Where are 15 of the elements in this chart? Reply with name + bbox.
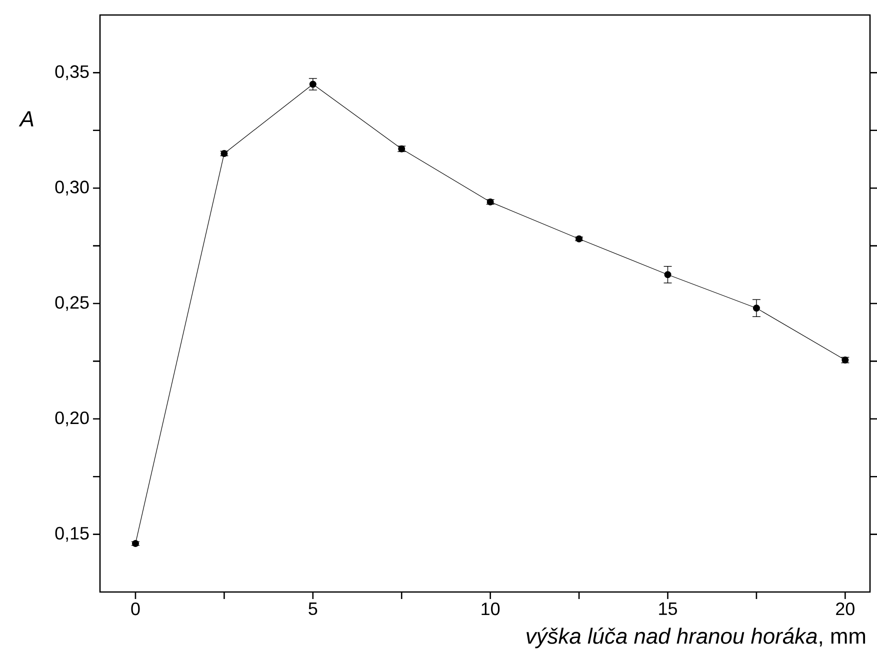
x-tick-label: 5 <box>308 602 318 616</box>
point <box>309 80 316 88</box>
point <box>664 271 672 278</box>
x-axis-title: výška lúča nad hranou horáka, mm <box>526 628 866 648</box>
y-axis-title: A <box>18 111 34 126</box>
y-tick-label: 0,15 <box>55 526 89 542</box>
x-tick-label: 10 <box>482 602 500 616</box>
y-tick-label: 0,35 <box>55 65 89 80</box>
x-tick-label: 15 <box>659 602 677 616</box>
y-tick-label: 0,30 <box>55 180 89 196</box>
point <box>752 304 760 312</box>
y-tick-label: 0,25 <box>55 296 89 311</box>
y-tick-label: 0,20 <box>55 411 89 426</box>
x-tick-label: 0 <box>131 602 140 616</box>
x-tick-label: 20 <box>836 602 854 616</box>
